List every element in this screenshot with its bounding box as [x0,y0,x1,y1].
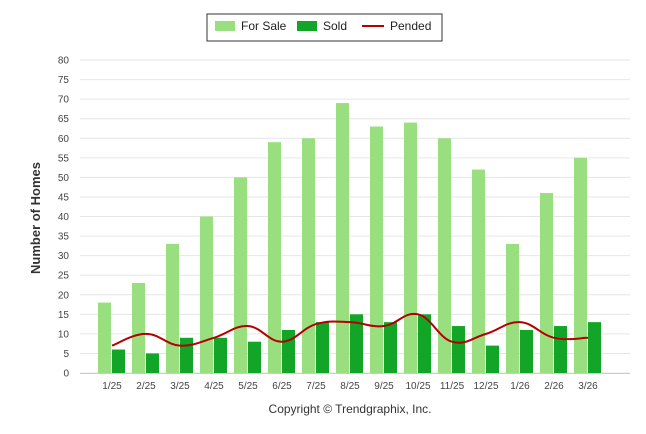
bar-sold [316,322,329,373]
y-tick-label: 15 [58,310,70,321]
legend-box [206,13,443,42]
bar-for-sale [404,122,417,373]
bar-sold [282,329,295,373]
x-tick-label: 10/25 [405,381,430,392]
bar-sold [112,349,125,373]
bar-sold [520,329,533,373]
bar-for-sale [540,193,553,373]
y-tick-label: 50 [58,173,70,184]
bar-sold [384,322,397,373]
y-tick-label: 35 [58,232,70,243]
legend: For Sale Sold Pended [206,13,443,42]
y-tick-label: 75 [58,75,70,86]
x-tick-label: 8/25 [340,381,360,392]
x-tick-label: 1/25 [102,381,122,392]
bar-sold [248,341,261,373]
x-tick-label: 7/25 [306,381,326,392]
bar-sold [486,345,499,373]
x-tick-label: 5/25 [238,381,258,392]
x-tick-label: 2/25 [136,381,156,392]
y-tick-label: 60 [58,134,70,145]
x-tick-label: 2/26 [544,381,564,392]
y-axis-label: Number of Homes [28,162,43,274]
bar-sold [146,353,159,373]
x-tick-label: 11/25 [440,381,465,392]
bar-sold [554,326,567,373]
bar-for-sale [132,283,145,373]
y-tick-label: 0 [63,369,69,380]
bar-for-sale [200,216,213,373]
y-tick-label: 30 [58,251,70,262]
pended-line [111,312,589,347]
bars [98,103,601,373]
bar-for-sale [98,302,111,373]
x-tick-label: 6/25 [272,381,292,392]
y-tick-label: 45 [58,192,70,203]
legend-label: Pended [390,19,431,33]
x-tick-label: 1/26 [510,381,530,392]
bar-sold [350,314,363,373]
legend-label: For Sale [241,19,287,33]
copyright-text: Copyright © Trendgraphix, Inc. [269,402,432,416]
legend-label: Sold [323,19,347,33]
bar-sold [418,314,431,373]
bar-for-sale [234,177,247,373]
x-tick-label: 4/25 [204,381,224,392]
y-tick-label: 80 [58,56,70,67]
bar-sold [180,337,193,373]
bar-sold [588,322,601,373]
bar-for-sale [472,169,485,373]
bar-for-sale [336,103,349,373]
y-tick-label: 65 [58,114,70,125]
y-tick-label: 25 [58,271,70,282]
x-tick-label: 9/25 [374,381,394,392]
bar-for-sale [302,138,315,373]
bar-sold [214,337,227,373]
bar-for-sale [166,243,179,373]
x-axis-ticks: 1/25 2/25 3/25 4/25 5/25 6/25 7/25 8/25 9/25 10/2… [102,381,598,392]
y-tick-label: 70 [58,95,70,106]
bar-for-sale [370,126,383,373]
bar-for-sale [506,243,519,373]
x-tick-label: 3/26 [578,381,598,392]
y-tick-label: 10 [58,329,70,340]
y-tick-label: 55 [58,153,70,164]
bar-for-sale [574,157,587,373]
x-tick-label: 12/25 [473,381,498,392]
y-tick-label: 5 [63,349,69,360]
y-tick-label: 20 [58,290,70,301]
legend-swatch [215,21,235,31]
pended-line-path [111,312,589,347]
legend-swatch [297,21,317,31]
bar-sold [452,326,465,373]
y-tick-label: 40 [58,212,70,223]
y-axis-ticks: 0 5 10 15 20 25 30 35 40 45 50 55 60 65 70 75 80 [58,56,70,380]
bar-for-sale [268,142,281,373]
bar-for-sale [438,138,451,373]
x-tick-label: 3/25 [170,381,190,392]
